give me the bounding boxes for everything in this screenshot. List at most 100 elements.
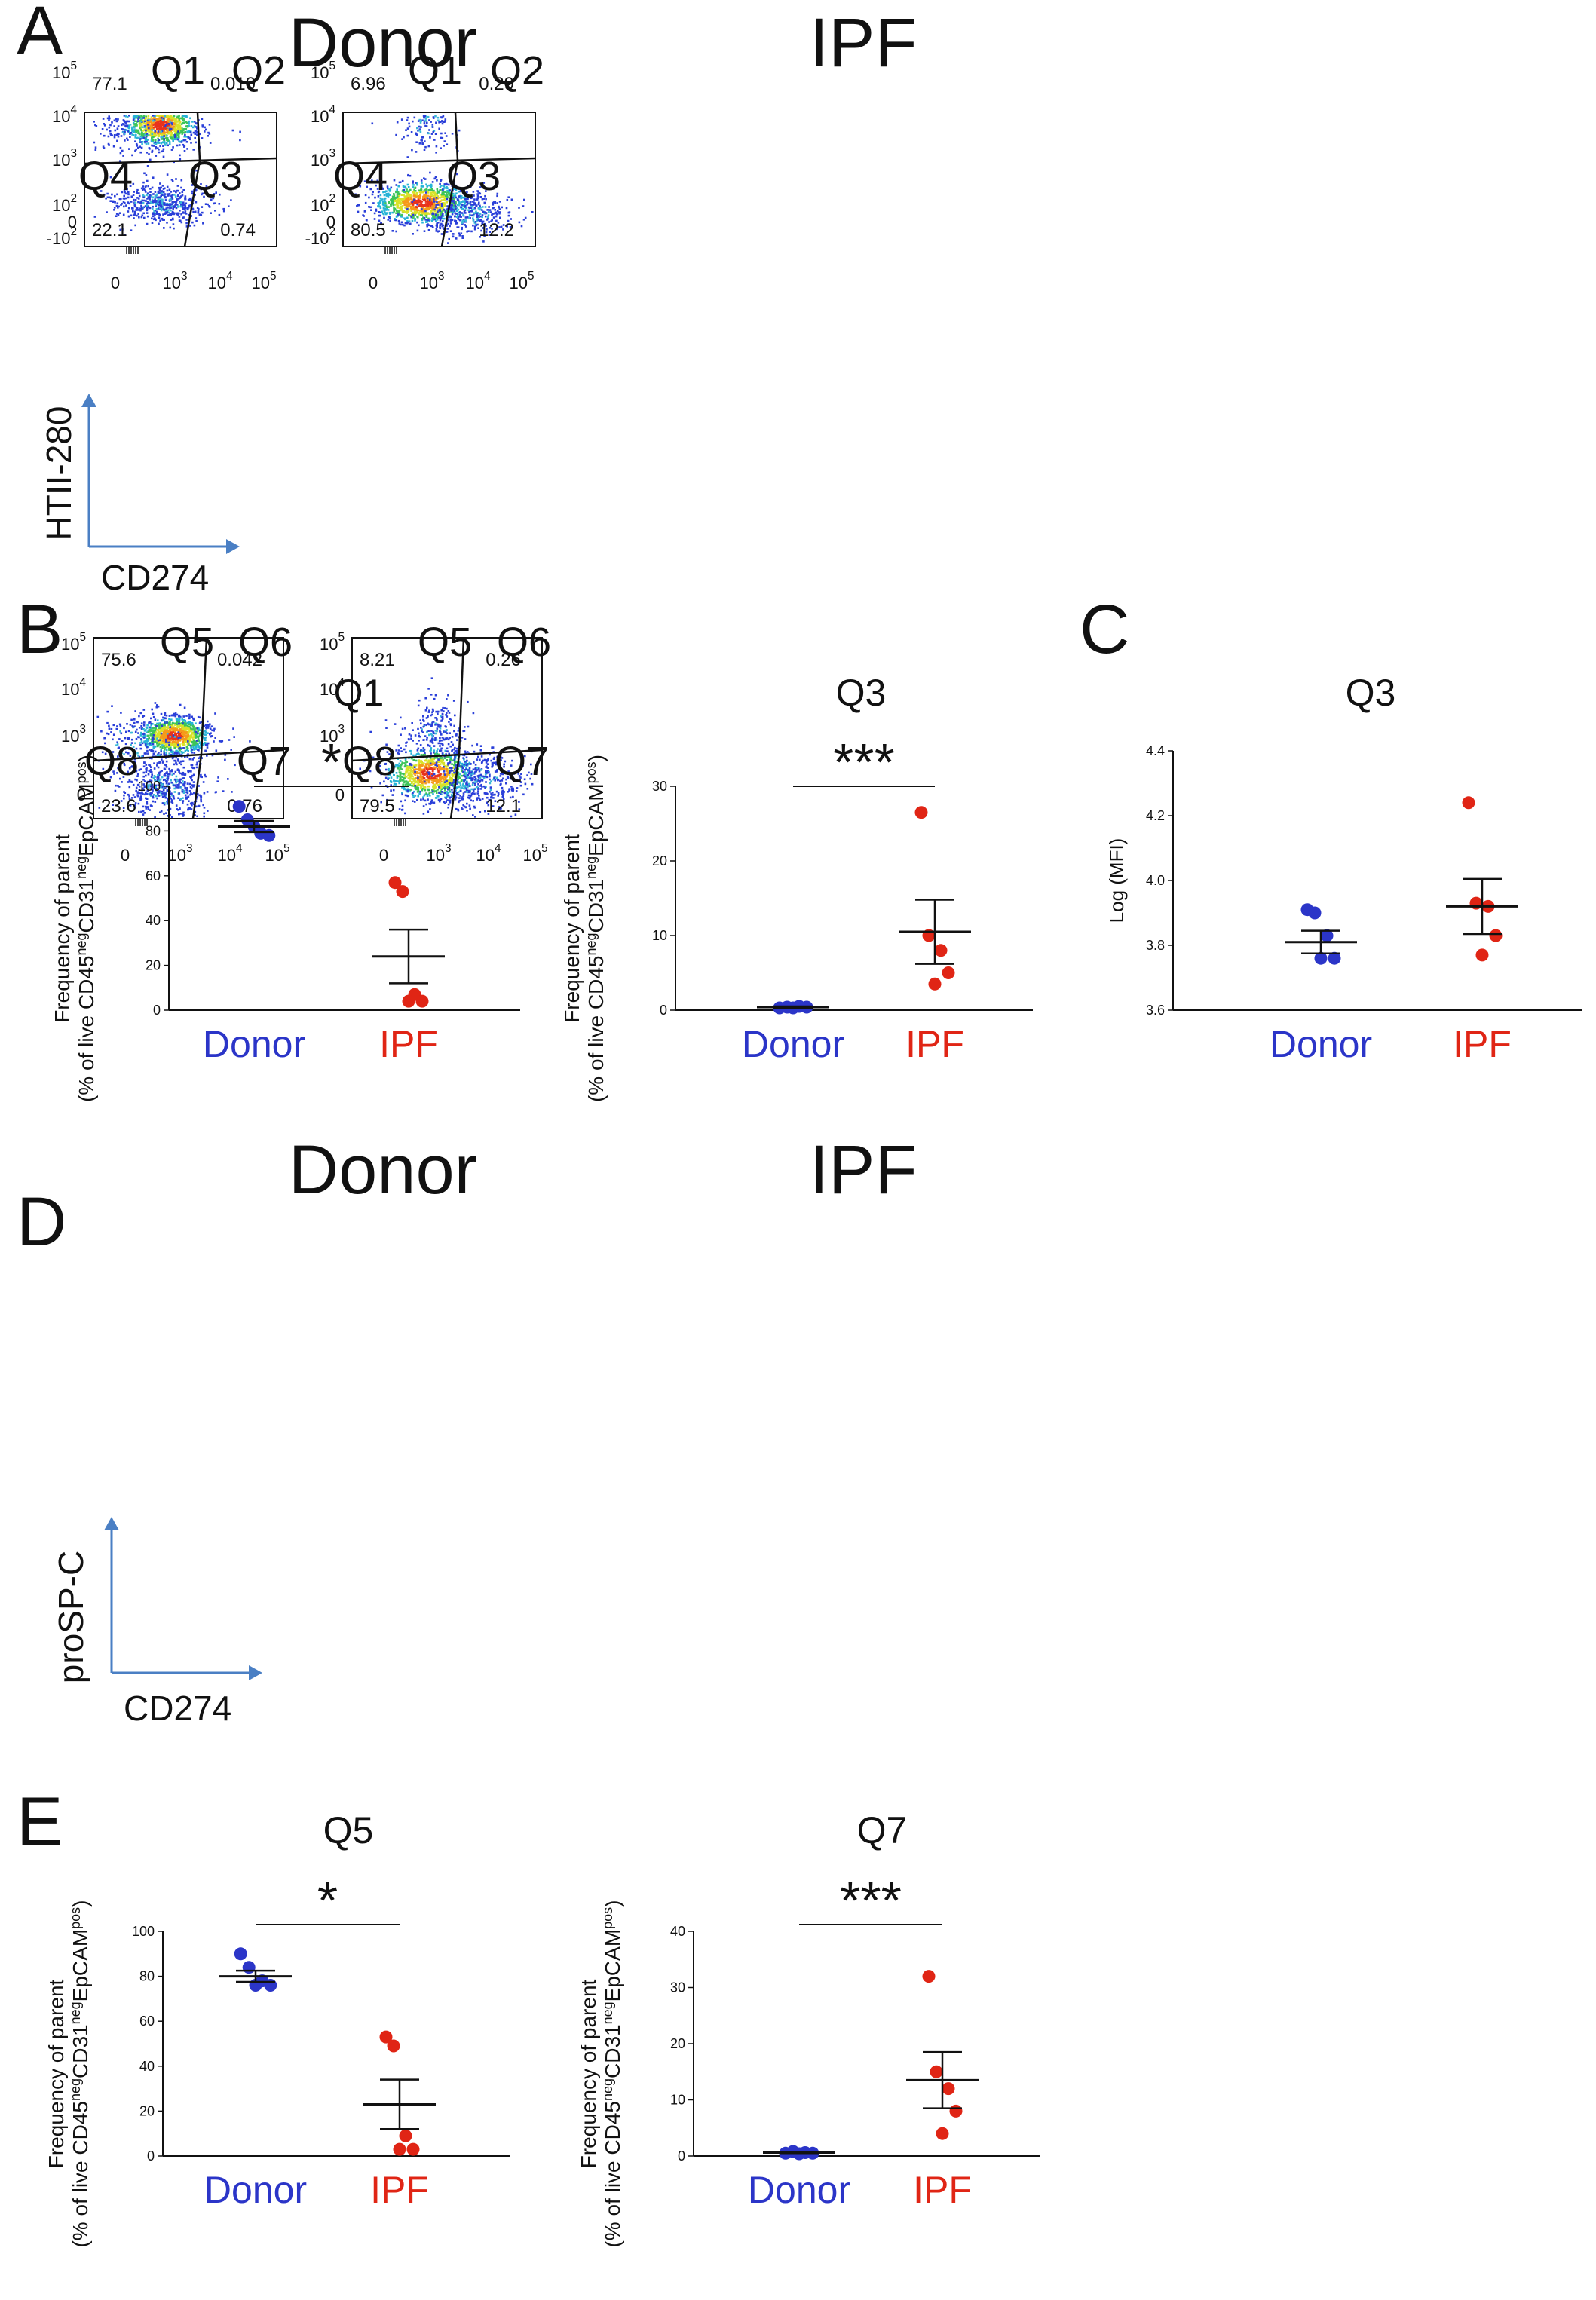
density-dot bbox=[481, 206, 484, 208]
density-dot bbox=[189, 198, 192, 200]
density-dot bbox=[227, 778, 229, 780]
density-dot bbox=[163, 767, 166, 770]
density-dot bbox=[147, 115, 150, 118]
density-dot bbox=[129, 124, 132, 126]
density-dot bbox=[438, 204, 441, 207]
density-dot bbox=[159, 219, 161, 222]
density-dot bbox=[507, 196, 510, 198]
density-dot bbox=[176, 758, 179, 761]
density-dot bbox=[422, 136, 424, 139]
density-dot bbox=[172, 212, 175, 214]
density-dot bbox=[94, 149, 97, 151]
density-dot bbox=[190, 733, 193, 736]
density-dot bbox=[169, 786, 171, 789]
density-dot bbox=[414, 218, 417, 220]
density-dot bbox=[419, 121, 422, 124]
density-dot bbox=[171, 794, 173, 797]
density-dot bbox=[170, 219, 173, 221]
density-dot bbox=[434, 215, 437, 218]
density-dot bbox=[163, 138, 165, 140]
density-dot bbox=[133, 191, 135, 193]
density-dot bbox=[404, 200, 407, 202]
density-dot bbox=[115, 215, 118, 217]
density-dot bbox=[132, 118, 135, 121]
density-dot bbox=[163, 813, 165, 815]
density-dot bbox=[488, 206, 490, 208]
density-dot bbox=[145, 115, 148, 118]
density-dot bbox=[144, 186, 147, 188]
density-dot bbox=[138, 727, 141, 729]
density-dot bbox=[437, 191, 440, 194]
density-dot bbox=[195, 189, 197, 192]
density-dot bbox=[455, 207, 457, 210]
density-dot bbox=[144, 123, 147, 125]
density-dot bbox=[130, 214, 133, 217]
density-dot bbox=[438, 757, 440, 760]
density-dot bbox=[183, 128, 185, 130]
density-dot bbox=[436, 194, 438, 197]
density-dot bbox=[193, 757, 195, 759]
density-dot bbox=[157, 740, 160, 742]
density-dot bbox=[174, 770, 177, 773]
density-dot bbox=[146, 806, 149, 808]
density-dot bbox=[443, 145, 445, 147]
density-dot bbox=[412, 216, 415, 218]
density-dot bbox=[181, 118, 184, 120]
density-dot bbox=[403, 194, 405, 196]
density-dot bbox=[169, 213, 171, 215]
density-dot bbox=[132, 746, 135, 748]
density-dot bbox=[173, 736, 176, 738]
density-dot bbox=[168, 213, 170, 216]
density-dot bbox=[443, 801, 445, 804]
density-dot bbox=[440, 207, 443, 210]
density-dot bbox=[153, 119, 156, 121]
density-dot bbox=[145, 128, 148, 130]
density-dot bbox=[118, 205, 120, 208]
density-dot bbox=[142, 188, 146, 191]
density-dot bbox=[117, 785, 119, 787]
density-dot bbox=[183, 204, 186, 207]
density-dot bbox=[151, 144, 153, 147]
density-dot bbox=[155, 205, 158, 207]
density-dot bbox=[397, 213, 400, 216]
density-dot bbox=[440, 798, 443, 800]
density-dot bbox=[157, 792, 159, 795]
density-dot bbox=[379, 197, 382, 200]
density-dot bbox=[160, 737, 162, 740]
density-dot bbox=[103, 134, 106, 137]
density-dot bbox=[176, 212, 179, 215]
density-dot bbox=[452, 198, 455, 200]
density-dot bbox=[442, 215, 445, 217]
density-dot bbox=[393, 194, 396, 197]
density-dot bbox=[147, 808, 150, 810]
density-dot bbox=[191, 121, 194, 123]
density-dot bbox=[399, 181, 402, 183]
density-dot bbox=[436, 212, 438, 214]
density-dot bbox=[387, 209, 390, 211]
density-dot bbox=[412, 198, 415, 200]
density-dot bbox=[183, 789, 185, 792]
density-dot bbox=[178, 198, 180, 200]
density-dot bbox=[123, 205, 125, 208]
density-dot bbox=[395, 191, 397, 194]
density-dot bbox=[164, 195, 166, 198]
density-dot bbox=[191, 734, 193, 737]
density-dot bbox=[176, 718, 179, 720]
density-dot bbox=[185, 115, 188, 118]
density-dot bbox=[141, 133, 143, 136]
density-dot bbox=[449, 215, 452, 217]
density-dot bbox=[159, 739, 161, 741]
density-dot bbox=[213, 202, 215, 205]
density-dot bbox=[454, 219, 456, 222]
density-dot bbox=[170, 136, 172, 139]
density-dot bbox=[115, 744, 118, 746]
density-dot bbox=[200, 800, 203, 803]
density-dot bbox=[427, 191, 430, 194]
density-dot bbox=[170, 731, 173, 733]
density-dot bbox=[138, 194, 141, 198]
density-dot bbox=[157, 729, 159, 732]
density-dot bbox=[194, 810, 197, 813]
density-dot bbox=[439, 194, 442, 196]
density-dot bbox=[455, 202, 457, 205]
density-dot bbox=[433, 177, 436, 180]
